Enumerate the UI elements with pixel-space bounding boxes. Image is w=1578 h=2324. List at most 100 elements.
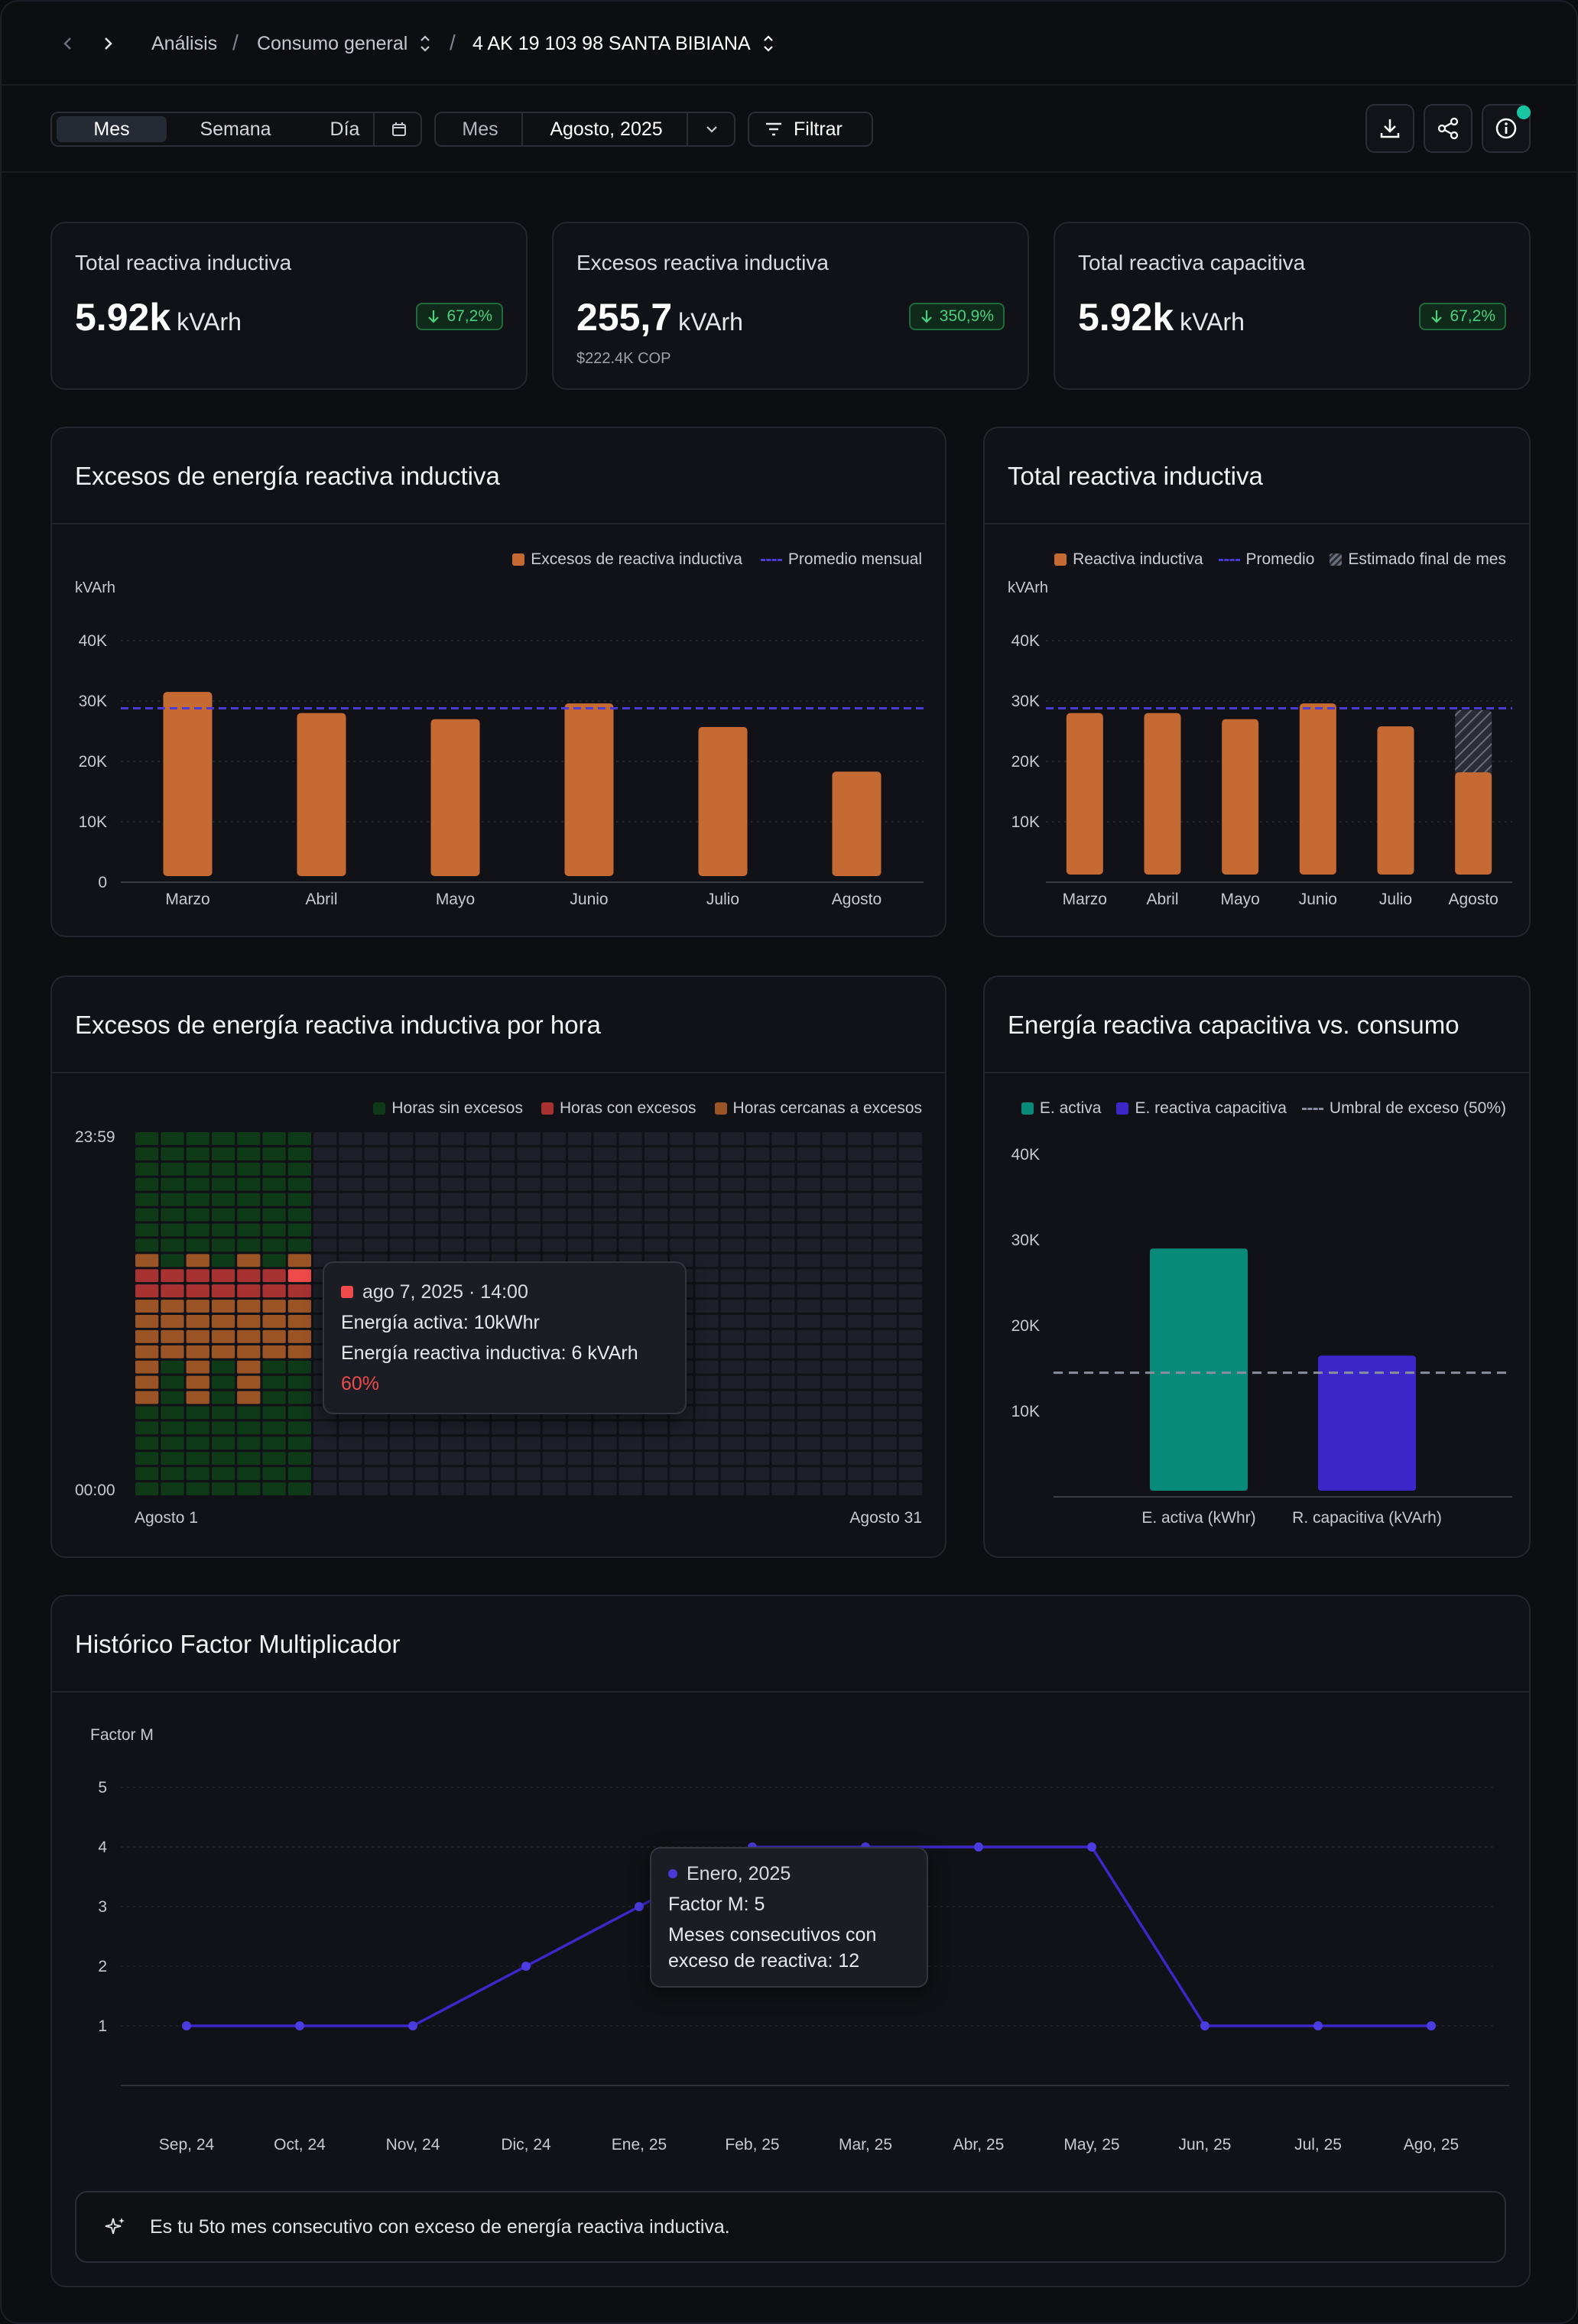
period-value[interactable]: Agosto, 2025 — [550, 118, 663, 140]
heatmap-cell — [720, 1254, 744, 1267]
heatmap-cell — [287, 1315, 312, 1328]
heatmap-cell — [898, 1284, 922, 1298]
breadcrumb-site[interactable]: 4 AK 19 103 98 SANTA BIBIANA — [472, 31, 775, 57]
estimate-bar — [1455, 709, 1492, 777]
heatmap-cell — [873, 1436, 897, 1450]
heatmap-cell — [135, 1223, 159, 1237]
heatmap-cell — [644, 1467, 668, 1481]
heatmap-cell — [466, 1208, 490, 1222]
heatmap-cell — [135, 1162, 159, 1176]
heatmap-cell — [542, 1177, 566, 1191]
breadcrumb-separator: / — [232, 31, 239, 54]
heatmap-cell — [364, 1421, 388, 1435]
chart-card-total-inductiva: Total reactiva inductiva Reactiva induct… — [983, 427, 1531, 937]
heatmap-cell — [313, 1193, 337, 1206]
bar — [832, 771, 882, 876]
heatmap-cell — [542, 1193, 566, 1206]
heatmap-cell — [440, 1162, 464, 1176]
heatmap-cell — [287, 1238, 312, 1252]
period-picker[interactable]: Mes Agosto, 2025 — [434, 112, 735, 147]
heatmap-cell — [161, 1238, 184, 1252]
heatmap-cell — [822, 1482, 846, 1495]
heatmap-cell — [313, 1467, 337, 1481]
chevron-down-icon[interactable] — [693, 116, 731, 142]
share-button[interactable] — [1424, 104, 1472, 153]
heatmap-cell — [670, 1467, 693, 1481]
legend-item[interactable]: E. reactiva capacitiva — [1116, 1099, 1287, 1118]
legend-item[interactable]: Promedio — [1218, 550, 1314, 569]
heatmap-cell — [797, 1329, 820, 1343]
heatmap-cell — [313, 1147, 337, 1160]
heatmap-cell — [873, 1391, 897, 1404]
heatmap-cell — [848, 1436, 872, 1450]
heatmap-cell — [492, 1162, 515, 1176]
heatmap-cell — [364, 1147, 388, 1160]
tab-mes[interactable]: Mes — [57, 116, 167, 142]
heatmap-cell — [567, 1436, 592, 1450]
filter-button[interactable]: Filtrar — [748, 112, 873, 147]
legend-swatch — [1054, 553, 1067, 566]
heatmap-cell — [339, 1193, 362, 1206]
heatmap-cell — [161, 1482, 184, 1495]
heatmap-cell — [797, 1238, 820, 1252]
heatmap-cell — [745, 1132, 770, 1145]
heatmap-cell — [898, 1406, 922, 1420]
legend-item[interactable]: Estimado final de mes — [1330, 550, 1506, 569]
legend-item[interactable]: Horas cercanas a excesos — [714, 1099, 922, 1118]
heatmap-cell — [287, 1193, 312, 1206]
heatmap-cell — [873, 1223, 897, 1237]
heatmap-cell — [797, 1223, 820, 1237]
breadcrumb-analisis[interactable]: Análisis — [151, 32, 218, 54]
heatmap-cell — [771, 1329, 795, 1343]
heatmap-cell — [135, 1391, 159, 1404]
heatmap-cell — [720, 1482, 744, 1495]
heatmap-cell — [313, 1177, 337, 1191]
heatmap-cell — [567, 1482, 592, 1495]
bar — [163, 692, 213, 876]
heatmap-cell — [211, 1436, 235, 1450]
heatmap-cell — [822, 1436, 846, 1450]
heatmap-cell — [517, 1132, 541, 1145]
legend-item[interactable]: Horas con excesos — [541, 1099, 696, 1118]
legend-item[interactable]: Excesos de reactiva inductiva — [512, 550, 742, 569]
heatmap-cell — [771, 1132, 795, 1145]
tab-semana[interactable]: Semana — [200, 118, 271, 140]
legend-item[interactable]: Reactiva inductiva — [1054, 550, 1203, 569]
heatmap-cell — [567, 1132, 592, 1145]
heatmap-cell — [567, 1452, 592, 1465]
heatmap-cell — [262, 1436, 286, 1450]
breadcrumb-consumo[interactable]: Consumo general — [257, 31, 432, 57]
heatmap-cell — [135, 1329, 159, 1343]
heatmap-cell — [161, 1315, 184, 1328]
tab-dia[interactable]: Día — [330, 118, 360, 140]
heatmap-cell — [720, 1162, 744, 1176]
forward-icon[interactable] — [95, 31, 121, 57]
download-button[interactable] — [1365, 104, 1414, 153]
heatmap-cell — [287, 1482, 312, 1495]
y-tick-label: 30K — [79, 693, 107, 710]
heatmap-cell — [848, 1406, 872, 1420]
heatmap-cell — [287, 1329, 312, 1343]
heatmap-cell — [517, 1193, 541, 1206]
back-icon[interactable] — [55, 31, 81, 57]
heatmap-cell — [822, 1147, 846, 1160]
status-dot — [1517, 105, 1531, 119]
heatmap-cell — [161, 1132, 184, 1145]
heatmap-cell — [287, 1177, 312, 1191]
y-tick-label: 40K — [1011, 632, 1040, 650]
heatmap-cell — [517, 1238, 541, 1252]
legend-item[interactable]: Promedio mensual — [760, 550, 922, 569]
heatmap-cell — [186, 1132, 209, 1145]
heatmap-cell — [619, 1162, 642, 1176]
heatmap-cell — [695, 1223, 719, 1237]
heatmap-cell — [822, 1315, 846, 1328]
heatmap-cell — [492, 1132, 515, 1145]
legend-item[interactable]: E. activa — [1021, 1099, 1101, 1118]
heatmap-cell — [237, 1315, 261, 1328]
legend-label: Estimado final de mes — [1348, 550, 1506, 568]
x-tick-label: Oct, 24 — [274, 2136, 326, 2154]
legend-item[interactable]: Horas sin excesos — [373, 1099, 523, 1118]
calendar-icon[interactable] — [381, 116, 417, 142]
legend-item[interactable]: Umbral de exceso (50%) — [1301, 1099, 1506, 1118]
divider — [52, 1072, 945, 1073]
